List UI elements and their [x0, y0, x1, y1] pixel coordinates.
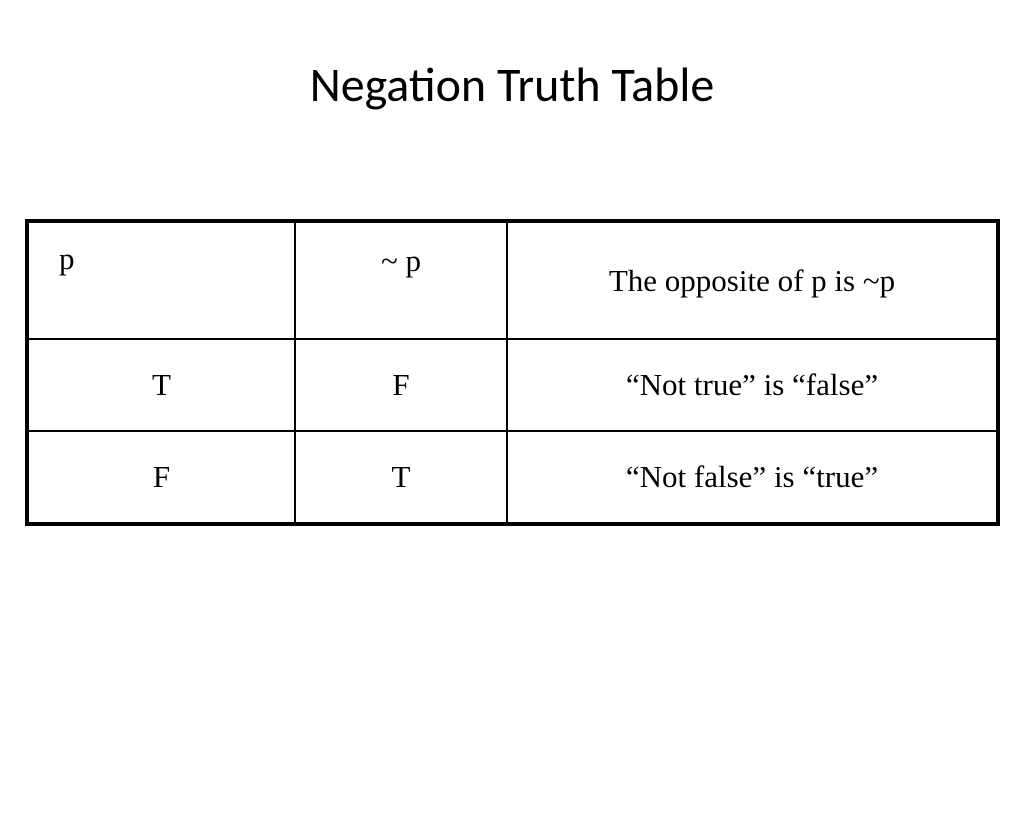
cell-desc-2: “Not false” is “true”	[507, 431, 998, 524]
cell-notp-1: F	[295, 339, 507, 431]
header-cell-not-p: ~ p	[295, 221, 507, 339]
table-row: F T “Not false” is “true”	[27, 431, 998, 524]
table-header-row: p ~ p The opposite of p is ~p	[27, 221, 998, 339]
cell-desc-1: “Not true” is “false”	[507, 339, 998, 431]
header-cell-description: The opposite of p is ~p	[507, 221, 998, 339]
truth-table: p ~ p The opposite of p is ~p T F “Not t…	[25, 219, 1000, 526]
cell-p-2: F	[27, 431, 295, 524]
header-cell-p: p	[27, 221, 295, 339]
table-row: T F “Not true” is “false”	[27, 339, 998, 431]
slide-title: Negation Truth Table	[0, 55, 1024, 114]
cell-p-1: T	[27, 339, 295, 431]
cell-notp-2: T	[295, 431, 507, 524]
